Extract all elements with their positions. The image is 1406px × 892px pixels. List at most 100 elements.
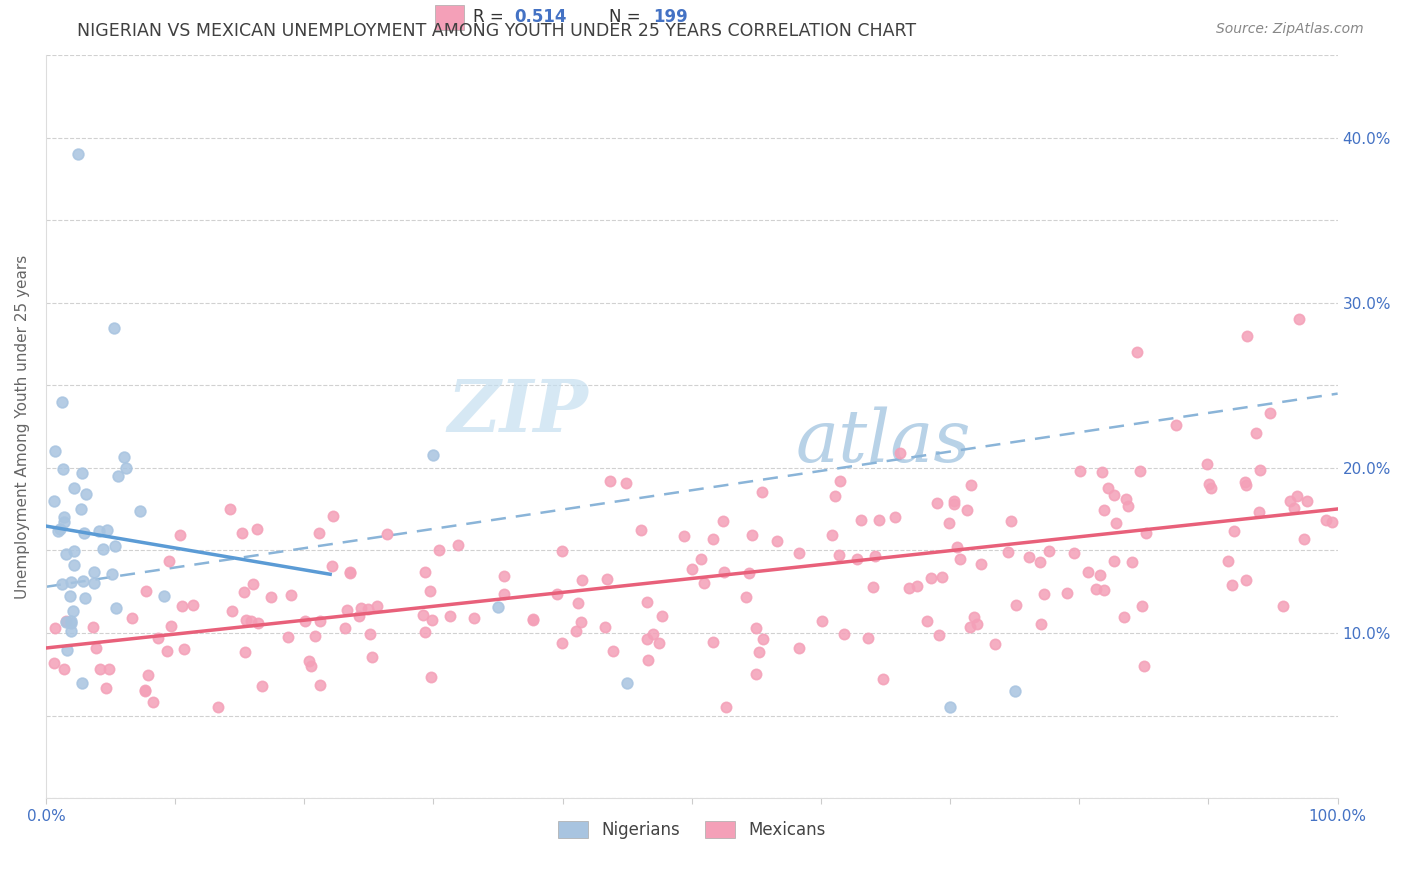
Point — [304, 628, 326, 642]
Point — [60, 624, 83, 638]
FancyBboxPatch shape — [436, 4, 464, 30]
Point — [420, 669, 443, 683]
Point — [252, 679, 274, 693]
Text: N =: N = — [609, 8, 645, 26]
Point — [862, 580, 884, 594]
Point — [419, 584, 441, 599]
Point — [522, 613, 544, 627]
Point — [599, 474, 621, 488]
Point — [366, 599, 388, 613]
Point — [1133, 659, 1156, 673]
Point — [959, 619, 981, 633]
Point — [136, 668, 159, 682]
Point — [219, 501, 242, 516]
Point — [142, 695, 165, 709]
Point — [997, 545, 1019, 559]
Point — [104, 539, 127, 553]
Point — [447, 538, 470, 552]
Point — [943, 494, 966, 508]
Point — [247, 616, 270, 631]
Point — [44, 444, 66, 458]
Point — [146, 631, 169, 645]
Point — [439, 609, 461, 624]
Point — [103, 320, 125, 334]
Point — [44, 621, 66, 635]
Point — [361, 649, 384, 664]
Point — [938, 516, 960, 530]
Point — [235, 613, 257, 627]
Point — [1164, 417, 1187, 432]
Point — [1063, 546, 1085, 560]
Point — [91, 542, 114, 557]
Point — [72, 574, 94, 588]
Point — [56, 642, 79, 657]
Point — [98, 662, 121, 676]
Point — [863, 549, 886, 563]
Point — [966, 616, 988, 631]
Point — [53, 662, 76, 676]
Point — [596, 572, 619, 586]
Point — [915, 615, 938, 629]
Point — [963, 610, 986, 624]
Point — [821, 528, 844, 542]
Point — [745, 667, 768, 681]
Point — [1077, 565, 1099, 579]
Point — [239, 614, 262, 628]
Point — [183, 598, 205, 612]
Text: atlas: atlas — [796, 406, 970, 476]
Point — [233, 644, 256, 658]
Point — [931, 570, 953, 584]
Point — [1233, 475, 1256, 490]
Point — [765, 534, 787, 549]
Point — [231, 526, 253, 541]
Point — [1116, 499, 1139, 513]
Text: 199: 199 — [654, 8, 688, 26]
Point — [751, 484, 773, 499]
Point — [114, 461, 136, 475]
Point — [637, 652, 659, 666]
Point — [63, 558, 86, 573]
Point — [636, 632, 658, 647]
Point — [1088, 568, 1111, 582]
Text: 0.514: 0.514 — [515, 8, 567, 26]
Point — [787, 640, 810, 655]
Point — [1038, 543, 1060, 558]
Point — [350, 600, 373, 615]
Point — [713, 565, 735, 579]
Point — [1104, 516, 1126, 530]
Point — [551, 544, 574, 558]
Point — [298, 654, 321, 668]
Point — [96, 681, 118, 695]
Point — [738, 566, 761, 581]
Point — [1258, 406, 1281, 420]
Point — [546, 587, 568, 601]
Point — [711, 514, 734, 528]
Point — [1236, 328, 1258, 343]
Point — [1029, 617, 1052, 632]
Point — [970, 557, 993, 571]
Point — [1249, 463, 1271, 477]
Point — [1097, 481, 1119, 495]
Point — [55, 547, 77, 561]
Point — [321, 558, 343, 573]
Point — [1085, 582, 1108, 597]
Point — [1121, 555, 1143, 569]
Point — [943, 497, 966, 511]
Point — [412, 608, 434, 623]
Point — [51, 395, 73, 409]
Point — [347, 608, 370, 623]
Point — [1244, 426, 1267, 441]
Point — [1091, 465, 1114, 479]
Point — [156, 643, 179, 657]
Point — [751, 632, 773, 646]
Point — [681, 562, 703, 576]
Point — [748, 645, 770, 659]
Point — [925, 496, 948, 510]
Point — [920, 571, 942, 585]
Point — [75, 487, 97, 501]
Point — [1114, 610, 1136, 624]
Point — [651, 608, 673, 623]
Point — [52, 462, 75, 476]
Point — [128, 504, 150, 518]
Point — [309, 678, 332, 692]
